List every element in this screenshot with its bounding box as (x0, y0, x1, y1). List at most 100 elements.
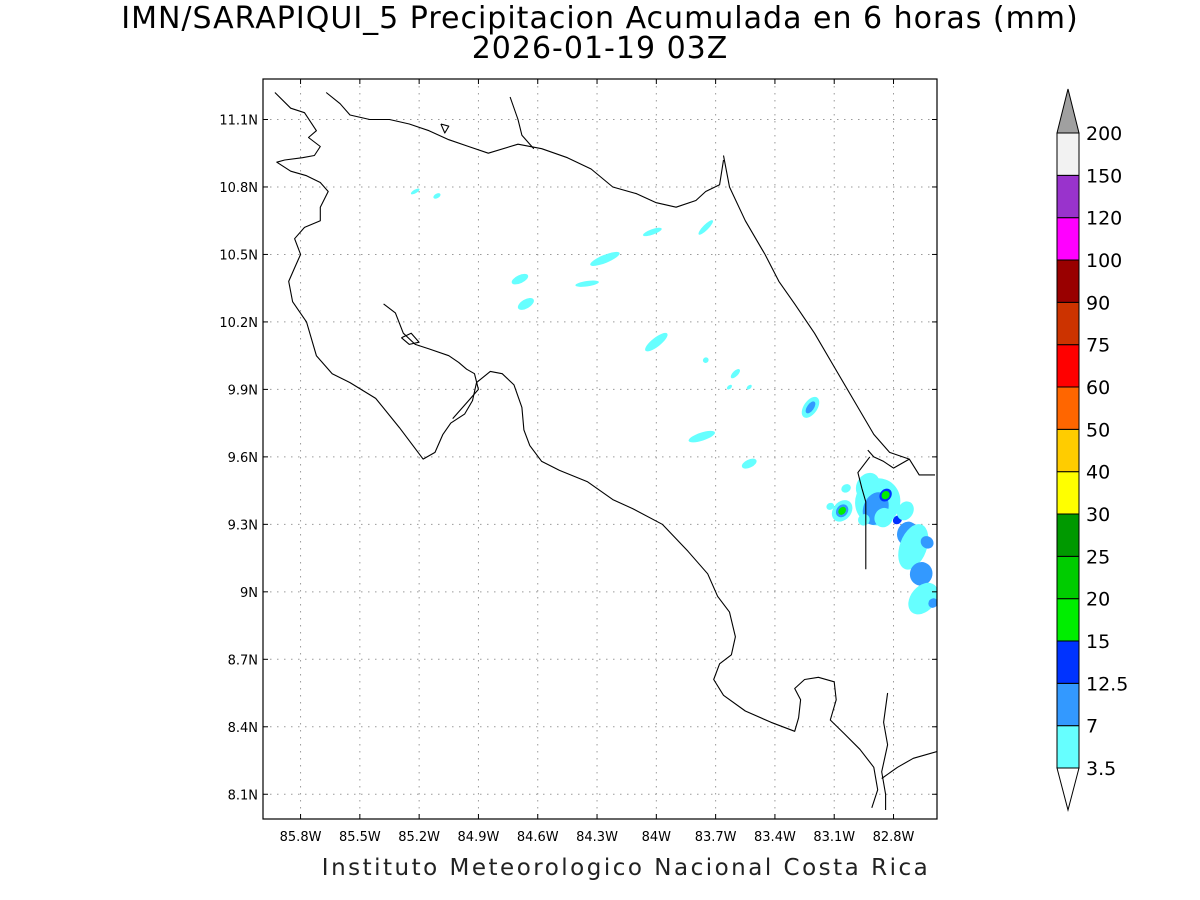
colorbar-level-label: 7 (1086, 716, 1098, 738)
map-title: IMN/SARAPIQUI_5 Precipitacion Acumulada … (121, 1, 1079, 36)
coastline (722, 155, 935, 476)
colorbar-swatch (1056, 725, 1080, 769)
precip-cell (702, 357, 709, 363)
colorbar-level-label: 90 (1086, 292, 1110, 314)
precip-cell (898, 524, 929, 570)
precipitation-field (410, 188, 937, 615)
colorbar-level-label: 120 (1086, 208, 1122, 230)
coastline (440, 123, 450, 134)
colorbar-swatch (1056, 386, 1080, 430)
colorbar-level-label: 3.5 (1086, 758, 1116, 780)
colorbar-level-label: 75 (1086, 335, 1110, 357)
x-tick-label: 84W (642, 830, 672, 845)
coastline (274, 92, 879, 808)
coastline (401, 332, 420, 345)
y-tick-label: 8.7N (228, 653, 258, 668)
precip-cell (826, 502, 835, 510)
precip-cell (730, 369, 740, 379)
colorbar-swatch (1056, 555, 1080, 600)
precip-cell (858, 514, 870, 526)
x-tick-label: 82.8W (873, 830, 915, 845)
y-tick-label: 10.2N (219, 316, 258, 331)
colorbar-swatch (1056, 513, 1080, 557)
y-tick-label: 9.3N (228, 518, 258, 533)
x-tick-label: 83.4W (754, 830, 796, 845)
colorbar-swatch (1056, 598, 1080, 642)
coastline (881, 692, 889, 810)
colorbar-swatch (1056, 259, 1080, 303)
colorbar-level-label: 20 (1086, 589, 1110, 611)
coastline (509, 96, 535, 150)
precip-cell (874, 507, 893, 528)
precip-cell (726, 384, 733, 390)
precip-cell (881, 490, 890, 500)
x-tick-label: 83.7W (695, 830, 737, 845)
colorbar-level-label: 200 (1086, 123, 1122, 145)
x-tick-label: 83.1W (813, 830, 855, 845)
precip-cell (433, 193, 441, 199)
colorbar-swatch (1056, 132, 1080, 176)
colorbar-level-label: 50 (1086, 419, 1110, 441)
precip-cell (645, 332, 668, 352)
precip-cell (517, 298, 534, 310)
x-tick-label: 84.9W (458, 830, 500, 845)
precip-cell (698, 220, 713, 235)
precip-cell (909, 562, 933, 586)
colorbar-swatch (1056, 174, 1080, 219)
colorbar-swatch (1056, 217, 1080, 261)
precip-cell (805, 401, 816, 414)
y-tick-label: 9N (240, 586, 258, 601)
y-tick-label: 8.1N (228, 788, 258, 803)
precip-cell (511, 273, 529, 285)
latitude-axis: 11.1N 10.8N 10.5N 10.2N 9.9N 9.6N 9.3N 9N 8.7N 8.… (219, 113, 937, 803)
colorbar-swatch (1056, 640, 1080, 684)
x-tick-label: 85.5W (339, 830, 381, 845)
precip-cell (896, 501, 914, 521)
map-frame (262, 78, 938, 820)
precip-cell (643, 227, 662, 237)
colorbar-level-label: 30 (1086, 504, 1110, 526)
precip-cell (838, 506, 846, 515)
y-tick-label: 9.9N (228, 383, 258, 398)
precip-cell (920, 536, 934, 549)
colorbar-swatch (1056, 344, 1080, 388)
y-tick-label: 8.4N (228, 721, 258, 736)
precip-cell (575, 280, 599, 287)
colorbar-level-label: 150 (1086, 165, 1122, 187)
precip-cell (746, 384, 752, 390)
colorbar-level-label: 100 (1086, 250, 1122, 272)
precip-cell (741, 458, 757, 469)
precip-cell (410, 188, 420, 195)
coastline (325, 92, 725, 208)
colorbar-level-label: 15 (1086, 631, 1110, 653)
coastline (867, 449, 910, 469)
x-tick-label: 85.8W (280, 830, 322, 845)
colorbar-level-label: 25 (1086, 546, 1110, 568)
coastline (881, 750, 937, 779)
colorbar-swatch (1056, 682, 1080, 727)
coastline (383, 303, 479, 419)
colorbar-level-label: 60 (1086, 377, 1110, 399)
precip-cell (841, 484, 851, 493)
map-grid (263, 79, 937, 819)
x-tick-label: 84.6W (517, 830, 559, 845)
y-tick-label: 9.6N (228, 451, 258, 466)
x-tick-label: 84.3W (576, 830, 618, 845)
y-tick-label: 11.1N (219, 113, 258, 128)
coastline (857, 456, 871, 570)
colorbar-legend: 3.5 7 12.5 15 20 25 30 40 50 60 75 90 100 120 150 200 (1056, 88, 1128, 812)
colorbar-swatch (1056, 471, 1080, 515)
colorbar-level-label: 12.5 (1086, 673, 1128, 695)
colorbar-upper-arrow (1056, 88, 1080, 134)
colorbar-level-label: 40 (1086, 462, 1110, 484)
coastlines (274, 92, 937, 810)
x-tick-label: 85.2W (398, 830, 440, 845)
longitude-axis: 85.8W 85.5W 85.2W 84.9W 84.6W 84.3W 84W 83.7W 83… (280, 79, 915, 845)
map-valid-time: 2026-01-19 03Z (471, 31, 729, 66)
footer-credit: Instituto Meteorologico Nacional Costa R… (321, 855, 931, 881)
colorbar-swatch (1056, 428, 1080, 473)
colorbar-swatch (1056, 301, 1080, 346)
y-tick-label: 10.5N (219, 248, 258, 263)
precip-cell (590, 251, 620, 266)
